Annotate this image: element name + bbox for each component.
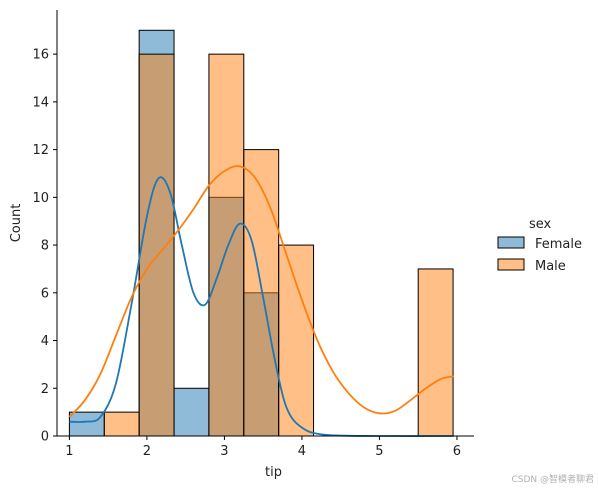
x-tick-label: 2 <box>143 444 151 459</box>
bar-male-7 <box>417 268 454 437</box>
y-tick-label: 6 <box>41 286 49 301</box>
x-tick-label: 5 <box>375 444 383 459</box>
bar-male-5 <box>243 149 280 437</box>
x-tick-label: 3 <box>220 444 228 459</box>
x-tick-label: 1 <box>65 444 73 459</box>
x-tick-label: 4 <box>298 444 306 459</box>
kde-line-male <box>68 165 455 418</box>
kde-line-female <box>69 176 454 437</box>
y-tick-label: 10 <box>32 191 49 206</box>
legend-swatch-female <box>497 236 525 249</box>
y-tick-label: 12 <box>32 143 49 158</box>
legend-label-male: Male <box>535 259 566 274</box>
bar-female-2 <box>173 387 210 437</box>
legend-swatch-male <box>497 258 525 271</box>
y-tick-label: 0 <box>41 430 49 445</box>
y-tick-label: 2 <box>41 382 49 397</box>
x-ticks: 1 2 3 4 5 6 <box>65 436 461 459</box>
bars-layer <box>68 29 454 437</box>
bar-male-6 <box>278 244 315 437</box>
x-axis-label: tip <box>265 465 282 480</box>
axes-layer <box>56 10 474 437</box>
legend-title: sex <box>529 217 552 232</box>
y-tick-label: 14 <box>32 95 49 110</box>
legend: sex Female Male <box>497 217 582 274</box>
y-axis-label: Count <box>9 204 24 243</box>
bar-male-4 <box>208 53 245 437</box>
y-tick-label: 16 <box>32 48 49 63</box>
y-tick-label: 4 <box>41 334 49 349</box>
y-tick-label: 8 <box>41 239 49 254</box>
watermark: CSDN @智模者聊君 <box>511 473 594 485</box>
kde-layer <box>68 165 455 437</box>
bar-male-2 <box>138 53 175 437</box>
legend-label-female: Female <box>535 237 582 252</box>
bar-male-1 <box>103 411 140 437</box>
y-ticks: 0 2 4 6 8 10 12 14 16 <box>32 48 57 445</box>
x-tick-label: 6 <box>453 444 461 459</box>
bar-female-0 <box>68 411 105 437</box>
